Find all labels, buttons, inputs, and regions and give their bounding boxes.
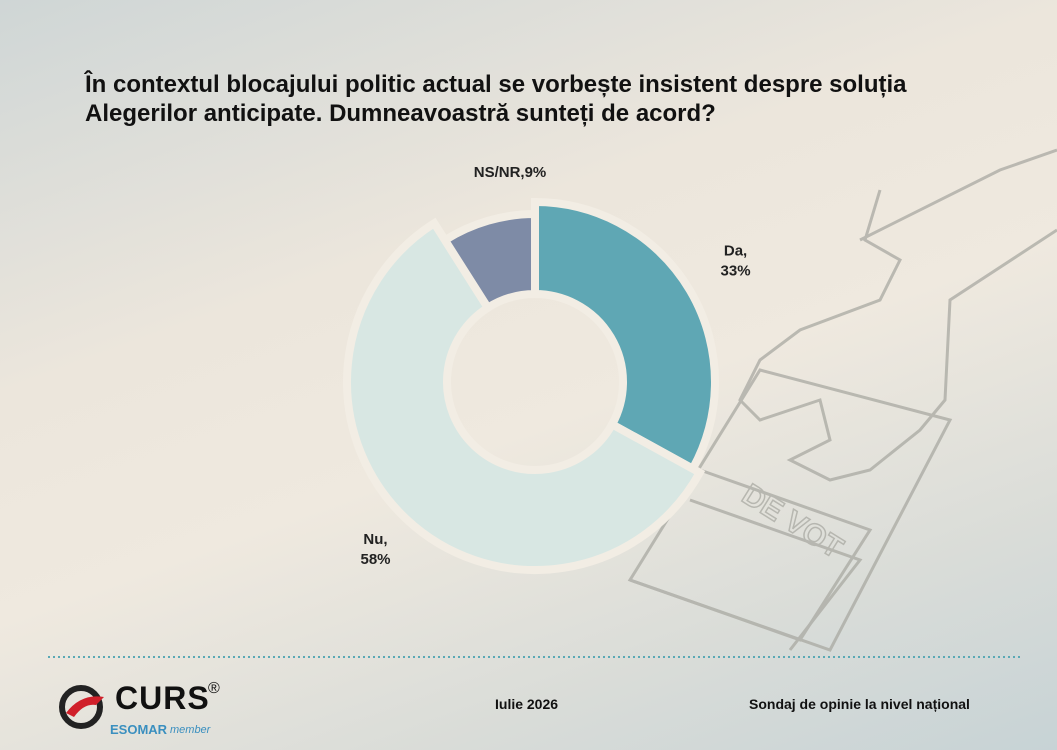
logo-text: CURS	[115, 680, 210, 716]
donut-segment	[439, 209, 539, 314]
value-label: 33%	[721, 262, 751, 279]
chart-title: În contextul blocajului politic actual s…	[85, 71, 907, 127]
esomar-member: member	[170, 724, 211, 736]
logo-registered: ®	[208, 680, 220, 697]
footer-date: Iulie 2026	[495, 696, 559, 712]
logo-icon	[59, 685, 104, 729]
data-label: NS/NR,9%	[474, 164, 547, 181]
category-label: Da,	[724, 242, 747, 259]
esomar: ESOMAR	[110, 722, 168, 737]
footer-note: Sondaj de opinie la nivel național	[749, 696, 970, 712]
donut-segment	[343, 217, 706, 574]
value-label: 58%	[360, 551, 390, 568]
category-label: NS/NR,	[474, 164, 525, 181]
category-label: Nu,	[363, 531, 387, 548]
donut-segment	[531, 197, 719, 475]
value-label: 9%	[525, 164, 547, 181]
